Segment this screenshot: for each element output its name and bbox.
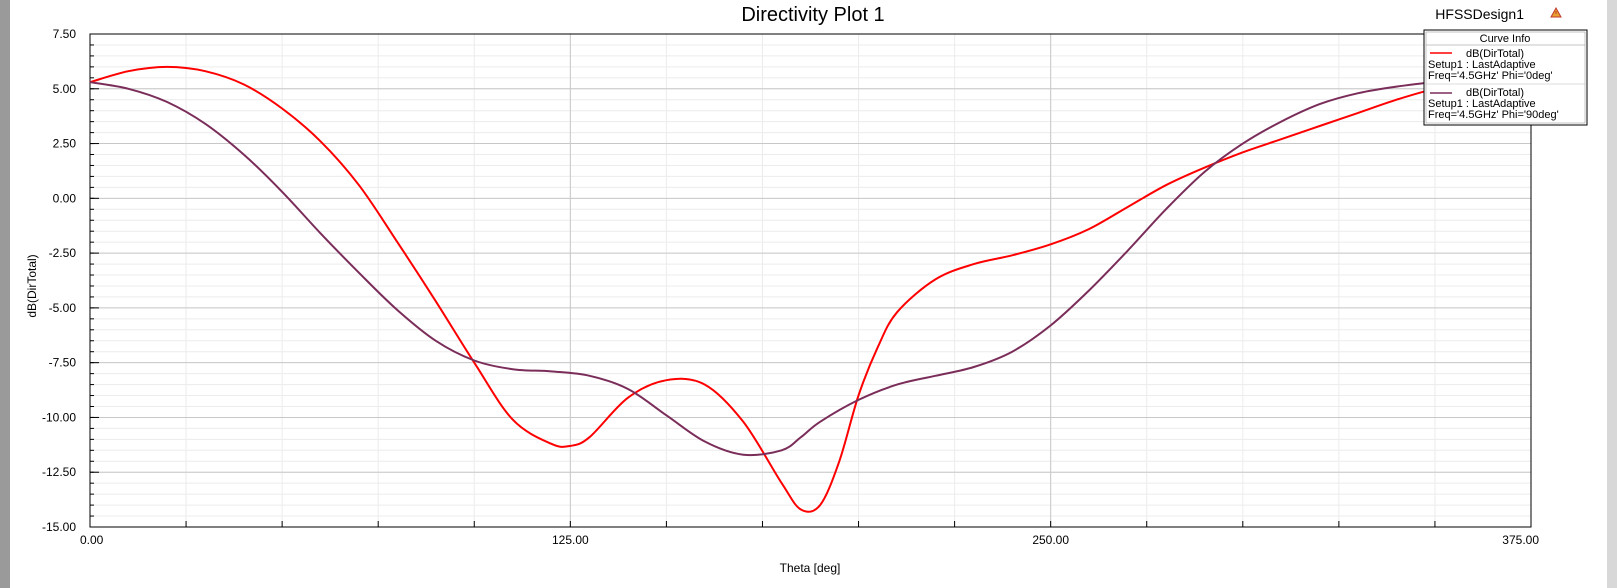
warning-icon[interactable] [1550,6,1562,18]
legend-entry-setup: Setup1 : LastAdaptive [1428,59,1536,71]
major-grid [89,33,1532,528]
y-tick-label: -12.50 [42,465,76,479]
y-tick-label: -7.50 [49,356,77,370]
x-axis-label: Theta [deg] [780,561,841,575]
x-tick-labels: 0.00 125.00 250.00 375.00 [80,533,1539,547]
legend-entry[interactable]: dB(DirTotal) Setup1 : LastAdaptive Freq=… [1428,87,1559,121]
y-axis-label: dB(DirTotal) [25,254,39,317]
x-tick-label: 0.00 [80,533,104,547]
y-tick-label: 7.50 [53,27,77,41]
x-tick-label: 125.00 [552,533,589,547]
series-line-1 [89,80,1493,457]
plot-area-border [89,33,1532,528]
x-tick-label: 250.00 [1032,533,1069,547]
series-line-0 [89,65,1493,513]
legend-title: Curve Info [1480,33,1531,45]
chart-title: Directivity Plot 1 [741,4,884,26]
y-tick-labels: 7.50 5.00 2.50 0.00 -2.50 -5.00 -7.50 -10.00 -12… [42,27,76,534]
minor-grid [89,33,1532,528]
legend-entry-name: dB(DirTotal) [1466,87,1524,99]
y-tick-label: 0.00 [53,191,77,205]
window-left-border [0,0,10,588]
legend-entry-setup: Setup1 : LastAdaptive [1428,98,1536,110]
legend-entry-params: Freq='4.5GHz' Phi='90deg' [1428,109,1559,121]
legend-entry[interactable]: dB(DirTotal) Setup1 : LastAdaptive Freq=… [1428,48,1553,82]
axis-ticks [89,33,1532,528]
y-tick-label: -5.00 [49,301,77,315]
legend-box[interactable]: Curve Info dB(DirTotal) Setup1 : LastAda… [1423,29,1588,126]
y-tick-label: 5.00 [53,82,77,96]
legend-entry-name: dB(DirTotal) [1466,48,1524,60]
window-right-border [1607,0,1617,588]
y-tick-label: -2.50 [49,246,77,260]
y-tick-label: 2.50 [53,137,77,151]
x-tick-label: 375.00 [1502,533,1539,547]
legend-entry-params: Freq='4.5GHz' Phi='0deg' [1428,70,1553,82]
y-tick-label: -10.00 [42,410,76,424]
series-layer [89,65,1493,513]
design-name: HFSSDesign1 [1435,6,1524,22]
y-tick-label: -15.00 [42,520,76,534]
